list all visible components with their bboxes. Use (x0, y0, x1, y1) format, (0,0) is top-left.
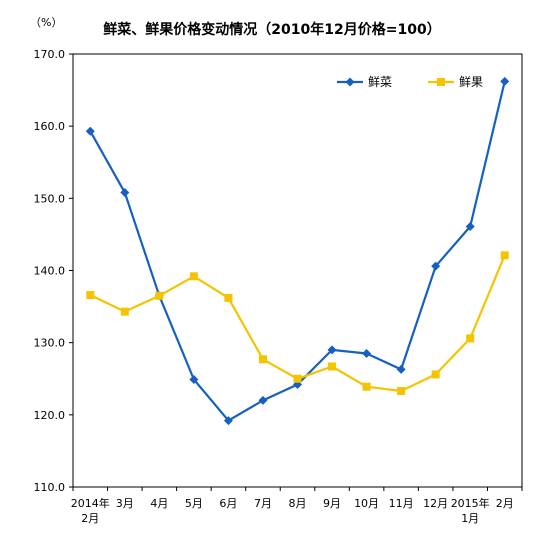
data-point (155, 291, 164, 300)
x-tick-label: 7月 (254, 497, 272, 510)
data-point (224, 293, 233, 302)
x-tick-label: 10月 (354, 497, 379, 510)
series-2 (86, 251, 509, 396)
y-tick-label: 130.0 (34, 337, 66, 350)
legend-label: 鲜菜 (368, 75, 392, 89)
data-point (362, 382, 371, 391)
y-tick-label: 110.0 (34, 481, 66, 494)
x-tick-label: 11月 (389, 497, 414, 510)
data-point (86, 291, 95, 300)
data-point (223, 416, 233, 426)
y-tick-label: 170.0 (34, 48, 66, 61)
x-tick-label: 3月 (116, 497, 134, 510)
data-point (258, 395, 268, 405)
x-tick-label: 2014年 (71, 496, 110, 510)
data-point (466, 334, 475, 343)
data-point (396, 364, 406, 374)
data-point (328, 362, 337, 371)
series-line (89, 81, 506, 422)
data-point (500, 76, 510, 86)
x-tick-label: 9月 (323, 497, 341, 510)
data-point (327, 345, 337, 355)
x-tick-label: 8月 (289, 497, 307, 510)
plot-area-frame (72, 53, 523, 488)
x-tick-label: 2月 (496, 497, 514, 510)
legend: 鲜菜 鲜果 (337, 75, 483, 89)
data-point (362, 348, 372, 358)
data-point (465, 221, 475, 231)
y-unit-label: （%） (30, 16, 62, 29)
x-tick-label: 2月 (81, 512, 99, 525)
y-tick-label: 160.0 (34, 120, 66, 133)
data-point (189, 272, 198, 281)
chart-title: 鲜菜、鲜果价格变动情况（2010年12月价格=100） (103, 21, 440, 38)
data-point (258, 355, 267, 364)
data-point (120, 188, 130, 198)
data-point (431, 261, 441, 271)
y-tick-label: 150.0 (34, 192, 66, 205)
data-point (120, 307, 129, 316)
y-tick-label: 120.0 (34, 409, 66, 422)
data-point (293, 374, 302, 383)
data-point (500, 251, 509, 260)
x-tick-label: 12月 (423, 497, 448, 510)
legend-marker (345, 77, 355, 87)
data-point (85, 126, 95, 136)
data-point (189, 374, 199, 384)
series-1 (85, 76, 510, 426)
data-point (431, 370, 440, 379)
legend-label: 鲜果 (459, 75, 483, 89)
x-tick-label: 5月 (185, 497, 203, 510)
y-tick-label: 140.0 (34, 265, 66, 278)
series-layer (85, 76, 510, 426)
data-point (397, 387, 406, 396)
x-tick-label: 1月 (461, 512, 479, 525)
x-axis: 2014年 2月 3月 4月 5月 6月 7月 8月 9月 10月 11月 12月 2015年 1月 2月 (71, 487, 523, 525)
x-tick-label: 4月 (150, 497, 168, 510)
legend-marker (437, 78, 445, 86)
x-tick-label: 6月 (219, 497, 237, 510)
y-axis: 110.0 120.0 130.0 140.0 150.0 160.0 170.0 (34, 48, 73, 494)
x-tick-label: 2015年 (451, 496, 490, 510)
